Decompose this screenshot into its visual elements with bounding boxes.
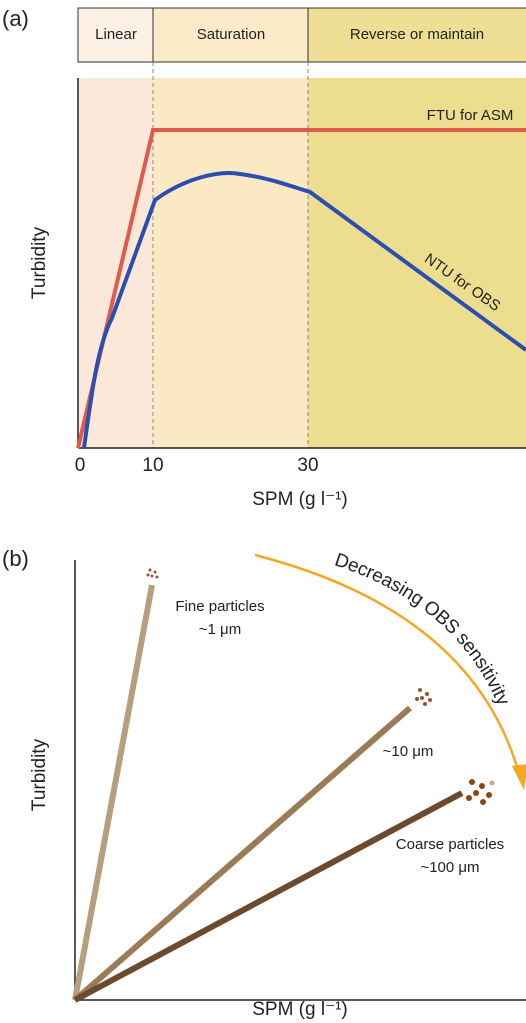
particles-fine — [146, 568, 159, 579]
panel-label: (a) — [2, 6, 29, 31]
zone-box — [77, 7, 154, 63]
x-axis-label: SPM (g l⁻¹) — [252, 999, 348, 1020]
panel-label: (b) — [2, 546, 29, 571]
x-tick-label: 30 — [297, 455, 318, 476]
zone-header: Linear Saturation Reverse or maintain — [77, 7, 526, 63]
y-axis-label: Turbidity — [29, 226, 50, 299]
ntu-curve — [82, 171, 526, 449]
particle-size: ~1 μm — [199, 621, 241, 638]
arrow-label: Decreasing OBS sensitivity — [332, 550, 514, 709]
particles-coarse — [466, 779, 495, 805]
zone-bg — [153, 78, 308, 448]
fine-line — [72, 584, 155, 1001]
particle-size: ~10 μm — [383, 743, 434, 760]
arrow-label-path: Decreasing OBS sensitivity — [332, 550, 514, 709]
zone-label: Saturation — [197, 26, 265, 43]
particle-size: ~100 μm — [420, 859, 479, 876]
zone-box — [307, 7, 526, 63]
particle-name: Fine particles — [175, 598, 264, 615]
x-axis-label: SPM (g l⁻¹) — [252, 489, 348, 510]
zone-label: Linear — [95, 26, 137, 43]
zone-box — [152, 7, 309, 63]
arrow — [254, 553, 520, 771]
zone-bg — [308, 78, 526, 448]
particles-medium — [415, 688, 432, 706]
y-axis-label: Turbidity — [29, 738, 50, 811]
x-tick-label: 0 — [75, 455, 86, 476]
zone-label: Reverse or maintain — [350, 26, 484, 43]
coarse-line — [73, 790, 464, 1003]
x-tick-label: 10 — [142, 455, 163, 476]
particle-name: Coarse particles — [396, 836, 504, 853]
medium-line — [73, 705, 412, 1003]
curve-label: FTU for ASM — [427, 107, 514, 124]
arrow-head — [512, 764, 526, 790]
